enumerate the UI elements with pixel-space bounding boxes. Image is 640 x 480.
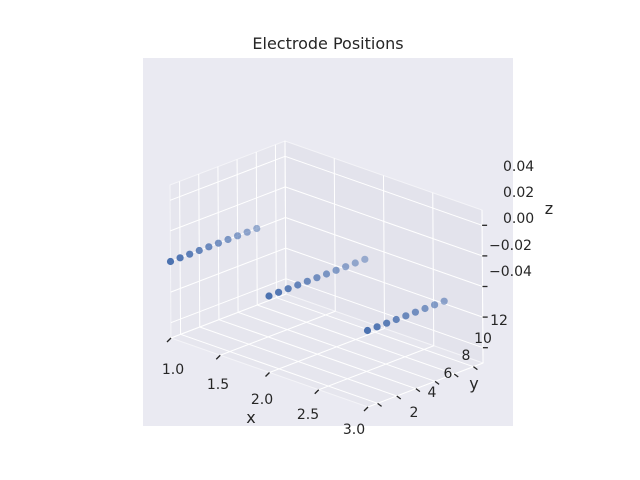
y-tick-mark xyxy=(473,366,478,371)
x-tick-labels: 1.0 1.5 2.0 2.5 3.0 xyxy=(162,362,365,438)
grid-lines xyxy=(169,140,484,408)
grid-line xyxy=(367,362,484,408)
electrode-point xyxy=(361,255,369,263)
electrode-point xyxy=(224,235,232,244)
electrode-point xyxy=(392,315,400,324)
electrode-point xyxy=(411,308,420,316)
grid-line xyxy=(285,278,484,349)
y-tick-mark xyxy=(415,388,421,393)
y-tick-label: 4 xyxy=(428,385,437,401)
grid-line xyxy=(170,278,287,324)
grid-line xyxy=(284,155,483,226)
x-tick-label: 1.5 xyxy=(207,377,229,393)
electrode-point xyxy=(205,243,213,251)
grid-line xyxy=(269,328,385,373)
z-tick-label: −0.04 xyxy=(489,264,532,280)
grid-line xyxy=(170,293,287,339)
z-tick-label: −0.02 xyxy=(489,238,532,254)
x-tick-label: 3.0 xyxy=(343,422,365,438)
electrode-point xyxy=(363,326,372,335)
grid-line xyxy=(237,311,436,382)
x-tick-label: 2.5 xyxy=(297,407,319,423)
electrode-point xyxy=(284,285,292,293)
electrode-point xyxy=(332,266,340,274)
x-tick-mark xyxy=(363,406,369,412)
electrode-point xyxy=(322,270,331,278)
tick-marks xyxy=(166,224,488,412)
y-tick-label: 10 xyxy=(474,331,492,347)
electrode-point xyxy=(342,263,350,271)
electrode-point xyxy=(243,228,251,236)
y-tick-mark xyxy=(453,373,459,378)
electrode-point xyxy=(373,323,381,331)
grid-line xyxy=(285,247,483,318)
y-tick-mark xyxy=(396,395,402,400)
x-tick-mark xyxy=(265,372,270,377)
z-tick-labels: 0.04 0.02 0.00 −0.02 −0.04 xyxy=(489,159,534,280)
electrode-point xyxy=(351,259,359,267)
x-tick-label: 1.0 xyxy=(162,362,184,378)
z-tick-label: 0.00 xyxy=(503,211,534,227)
y-tick-label: 12 xyxy=(490,313,508,329)
grid-line xyxy=(220,310,336,356)
data-points xyxy=(166,224,448,335)
electrode-point xyxy=(294,281,302,289)
electrode-point xyxy=(402,312,410,320)
grid-line xyxy=(199,326,397,397)
grid-line xyxy=(170,247,286,293)
electrode-point xyxy=(166,257,175,266)
grid-line xyxy=(285,186,483,257)
y-tick-mark xyxy=(434,380,440,385)
y-tick-label: 2 xyxy=(410,405,419,421)
electrode-point xyxy=(214,239,223,247)
grid-line xyxy=(180,333,378,404)
grid-line xyxy=(218,319,417,390)
electrode-point xyxy=(195,246,203,255)
x-tick-mark xyxy=(166,337,172,343)
electrode-point xyxy=(233,232,242,240)
electrode-point xyxy=(253,224,261,233)
electrode-point xyxy=(430,301,439,309)
z-tick-label: 0.02 xyxy=(503,185,534,201)
grid-line xyxy=(318,345,434,391)
electrode-point xyxy=(303,277,311,285)
z-axis-label: z xyxy=(545,199,553,218)
electrode-point xyxy=(421,304,429,313)
x-tick-label: 2.0 xyxy=(251,392,273,408)
x-axis-label: x xyxy=(246,408,255,427)
electrode-point xyxy=(383,319,391,327)
grid-line xyxy=(285,217,483,287)
electrode-point xyxy=(176,254,184,262)
electrode-point xyxy=(265,292,273,300)
grid-line xyxy=(170,186,286,232)
y-tick-label: 8 xyxy=(462,348,471,364)
chart-title: Electrode Positions xyxy=(252,34,403,53)
y-tick-labels: 2 4 6 8 10 12 xyxy=(410,313,508,421)
grid-line xyxy=(257,304,455,375)
electrode-point xyxy=(274,288,283,296)
electrode-point xyxy=(313,274,321,282)
x-tick-mark xyxy=(314,389,320,395)
grid-line xyxy=(276,297,474,368)
y-axis-label: y xyxy=(469,374,478,393)
y-tick-mark xyxy=(377,402,382,407)
y-tick-label: 6 xyxy=(444,366,453,382)
grid-line xyxy=(169,155,286,201)
z-tick-label: 0.04 xyxy=(503,159,534,175)
electrode-point xyxy=(186,250,194,258)
x-tick-mark xyxy=(215,354,221,360)
electrode-point xyxy=(440,297,448,305)
